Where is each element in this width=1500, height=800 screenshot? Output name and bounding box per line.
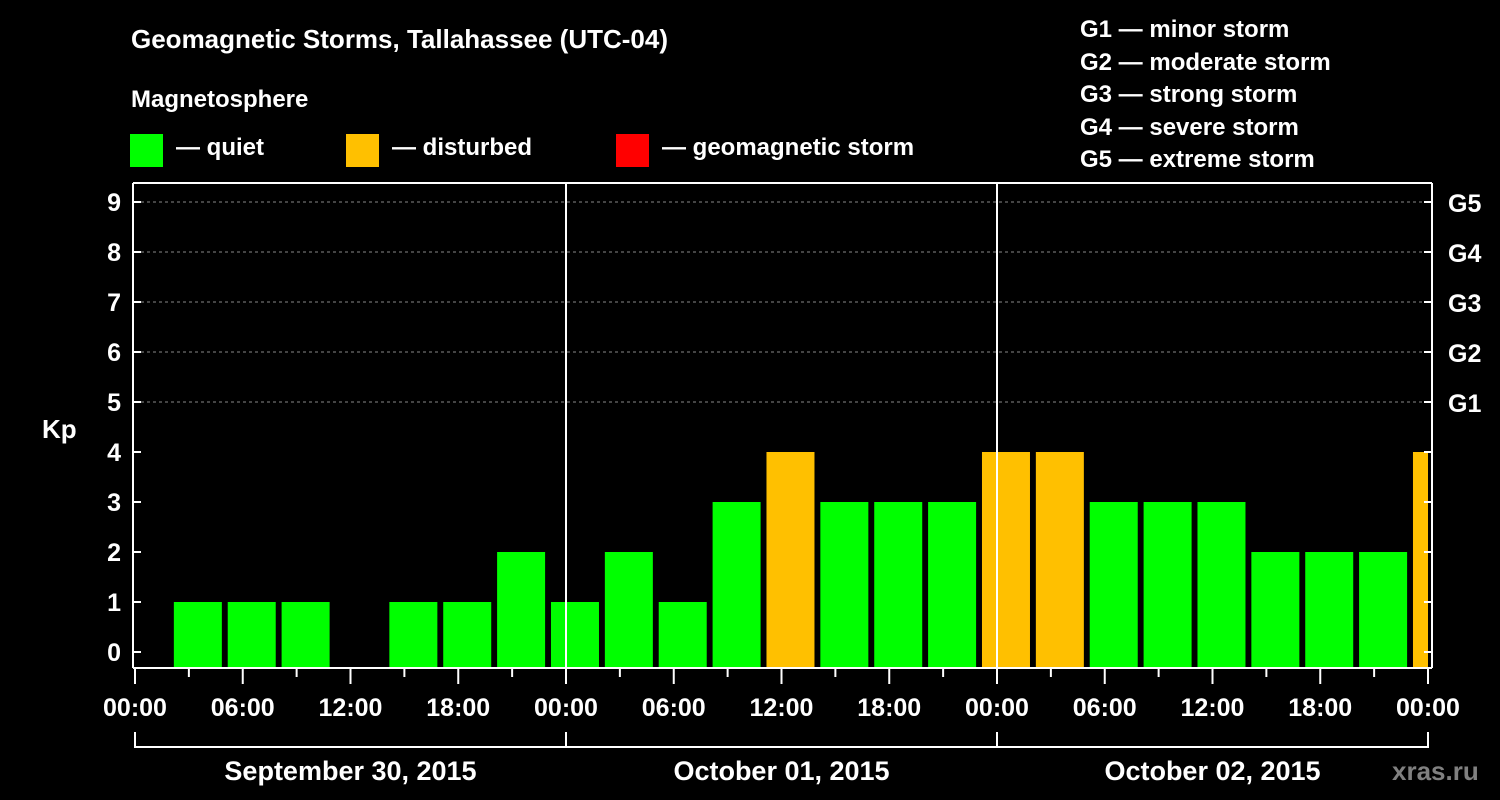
scale-g2: G2 — moderate storm: [1080, 48, 1331, 76]
scale-g4: G4 — severe storm: [1080, 113, 1299, 141]
scale-g3: G3 — strong storm: [1080, 81, 1298, 108]
x-tick-label: 12:00: [750, 694, 814, 722]
storm-scale: G1 — minor storm G2 — moderate storm G3 …: [1080, 14, 1331, 177]
x-tick-label: 06:00: [1073, 694, 1137, 722]
kp-bar: [658, 602, 707, 667]
g-level-label: G1: [1448, 390, 1481, 418]
legend-heading: Magnetosphere: [131, 86, 309, 113]
g-level-label: G5: [1448, 190, 1481, 218]
day-label: October 01, 2015: [673, 756, 889, 786]
kp-bar: [981, 452, 1030, 667]
x-tick-label: 12:00: [1181, 694, 1245, 722]
scale-g1: G1 — minor storm: [1080, 16, 1290, 43]
scale-g5: G5 — extreme storm: [1080, 146, 1315, 173]
x-tick-label: 00:00: [534, 694, 598, 722]
x-tick-label: 18:00: [857, 694, 921, 722]
kp-bar: [1089, 502, 1138, 667]
kp-bar: [1251, 552, 1300, 667]
y-tick-label: 7: [107, 289, 121, 317]
kp-bar: [443, 602, 492, 667]
y-tick-label: 0: [107, 639, 121, 667]
x-tick-label: 12:00: [319, 694, 383, 722]
y-tick-label: 3: [107, 489, 121, 517]
x-tick-label: 18:00: [426, 694, 490, 722]
chart-title: Geomagnetic Storms, Tallahassee (UTC-04): [131, 24, 669, 54]
legend-swatch-disturbed: [346, 134, 379, 167]
kp-bar: [497, 552, 546, 667]
legend-swatch-quiet: [130, 134, 163, 167]
bars: [173, 452, 1428, 667]
x-tick-label: 00:00: [103, 694, 167, 722]
kp-bar: [1359, 552, 1408, 667]
kp-bar: [550, 602, 599, 667]
kp-bar: [1035, 452, 1084, 667]
x-tick-label: 00:00: [965, 694, 1029, 722]
g-level-label: G4: [1448, 240, 1481, 268]
day-label: September 30, 2015: [224, 756, 476, 786]
legend-label-quiet: — quiet: [176, 134, 264, 161]
g-level-label: G3: [1448, 290, 1481, 318]
kp-bar: [173, 602, 222, 667]
y-tick-label: 2: [107, 539, 121, 567]
kp-bar: [1143, 502, 1192, 667]
kp-bar: [281, 602, 330, 667]
watermark: xras.ru: [1392, 756, 1479, 786]
y-axis-label: Kp: [42, 414, 77, 444]
kp-bar: [1305, 552, 1354, 667]
legend-swatch-storm: [616, 134, 649, 167]
kp-bar: [227, 602, 276, 667]
y-tick-label: 1: [107, 589, 121, 617]
x-tick-label: 06:00: [642, 694, 706, 722]
x-tick-label: 06:00: [211, 694, 275, 722]
g-level-label: G2: [1448, 340, 1481, 368]
kp-bar: [604, 552, 653, 667]
y-tick-label: 6: [107, 339, 121, 367]
y-tick-label: 8: [107, 239, 121, 267]
y-tick-label: 4: [107, 439, 121, 467]
y-tick-label: 9: [107, 189, 121, 217]
y-tick-label: 5: [107, 389, 121, 417]
kp-bar: [1197, 502, 1246, 667]
kp-bar: [874, 502, 923, 667]
legend-label-disturbed: — disturbed: [392, 134, 533, 161]
kp-bar: [389, 602, 438, 667]
x-tick-label: 00:00: [1396, 694, 1460, 722]
day-label: October 02, 2015: [1104, 756, 1320, 786]
kp-bar: [766, 452, 815, 667]
legend-label-storm: — geomagnetic storm: [662, 134, 915, 161]
kp-bar: [712, 502, 761, 667]
kp-bar: [1412, 452, 1428, 667]
kp-bar: [820, 502, 869, 667]
kp-bar: [928, 502, 977, 667]
x-tick-label: 18:00: [1288, 694, 1352, 722]
